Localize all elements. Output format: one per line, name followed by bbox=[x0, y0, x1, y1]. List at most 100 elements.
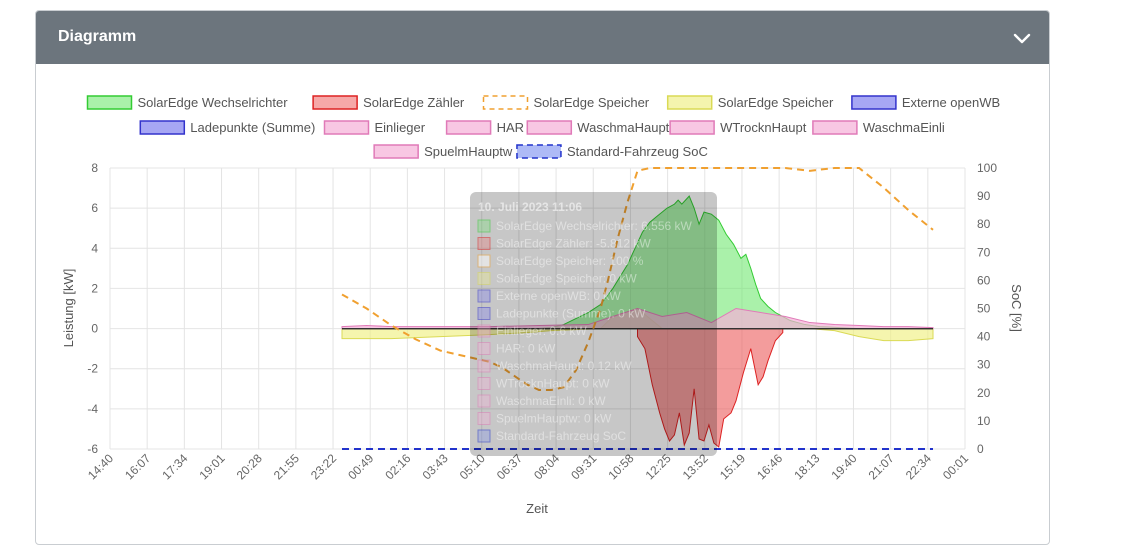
x-tick-label: 23:22 bbox=[308, 451, 339, 482]
legend-label: Externe openWB bbox=[902, 95, 1000, 110]
y2-tick-label: 70 bbox=[977, 245, 991, 259]
tooltip-swatch bbox=[477, 272, 491, 285]
tooltip-line: SolarEdge Speicher: 0 kW bbox=[496, 272, 637, 286]
legend-label: Standard-Fahrzeug SoC bbox=[567, 144, 708, 159]
tooltip-swatch bbox=[477, 307, 491, 320]
legend-swatch bbox=[312, 95, 358, 110]
tooltip-line: SolarEdge Speicher: 100 % bbox=[496, 254, 644, 268]
x-tick-label: 22:34 bbox=[903, 451, 934, 482]
legend-label: SolarEdge Zähler bbox=[363, 95, 465, 110]
tooltip-line: WaschmaEinli: 0 kW bbox=[496, 394, 606, 408]
y2-tick-label: 40 bbox=[977, 330, 991, 344]
tooltip-swatch bbox=[477, 342, 491, 355]
legend-label: WaschmaHaupt bbox=[577, 120, 669, 135]
card-header[interactable]: Diagramm bbox=[36, 11, 1049, 64]
tooltip-line: SolarEdge Zähler: -5.812 kW bbox=[496, 237, 651, 251]
series-einlieger bbox=[341, 307, 934, 330]
tooltip-line: Externe openWB: 0 kW bbox=[496, 289, 621, 303]
tooltip-swatch bbox=[477, 237, 491, 250]
x-tick-label: 19:40 bbox=[828, 451, 859, 482]
tooltip-line: Standard-Fahrzeug SoC bbox=[496, 429, 626, 443]
legend-swatch bbox=[323, 120, 370, 135]
tooltip-swatch bbox=[477, 429, 491, 443]
x-tick-label: 00:01 bbox=[940, 451, 971, 482]
tooltip-swatch bbox=[477, 219, 491, 233]
y2-tick-label: 10 bbox=[977, 414, 991, 428]
y2-tick-label: 50 bbox=[977, 302, 991, 316]
legend: SolarEdge Wechselrichter SolarEdge Zähler… bbox=[86, 95, 1000, 159]
legend-swatch bbox=[526, 120, 573, 135]
legend-label: SolarEdge Wechselrichter bbox=[138, 95, 289, 110]
series-layer bbox=[341, 167, 934, 450]
tooltip-line: Einlieger: 0.6 kW bbox=[496, 324, 587, 338]
x-tick-label: 20:28 bbox=[234, 451, 265, 482]
tooltip-swatch bbox=[477, 324, 491, 338]
legend-label: Einlieger bbox=[375, 120, 426, 135]
x-tick-label: 17:34 bbox=[159, 451, 190, 482]
legend-item: WaschmaEinli bbox=[812, 120, 945, 135]
y2-tick-label: 90 bbox=[977, 189, 991, 203]
y2-tick-label: 20 bbox=[977, 386, 991, 400]
legend-swatch bbox=[812, 120, 858, 135]
legend-label: SolarEdge Speicher bbox=[534, 95, 650, 110]
y-tick-label: 8 bbox=[91, 161, 98, 175]
legend-label: WaschmaEinli bbox=[863, 120, 945, 135]
tooltip-box bbox=[470, 192, 717, 456]
x-tick-label: 19:01 bbox=[197, 451, 228, 482]
x-tick-label: 03:43 bbox=[420, 451, 451, 482]
y-tick-label: -6 bbox=[87, 442, 98, 456]
tooltip-line: WTrocknHaupt: 0 kW bbox=[496, 377, 610, 391]
legend-swatch bbox=[482, 95, 529, 110]
legend-swatch bbox=[516, 144, 562, 159]
tooltip-swatch bbox=[477, 254, 491, 268]
legend-item: Standard-Fahrzeug SoC bbox=[516, 144, 708, 159]
y2-tick-label: 30 bbox=[977, 358, 991, 372]
tooltip-swatch bbox=[477, 377, 491, 390]
legend-item: Externe openWB bbox=[851, 95, 1000, 110]
tooltip-title: 10. Juli 2023 11:06 bbox=[478, 200, 582, 214]
y-tick-label: -2 bbox=[87, 362, 98, 376]
tooltip-line: HAR: 0 kW bbox=[496, 342, 556, 356]
legend-swatch bbox=[445, 120, 492, 135]
legend-swatch bbox=[666, 95, 713, 110]
legend-item: Ladepunkte (Summe) bbox=[139, 120, 315, 135]
card-title: Diagramm bbox=[58, 28, 137, 45]
tooltip-line: Ladepunkte (Summe): 0 kW bbox=[496, 307, 646, 321]
legend-swatch bbox=[669, 120, 715, 135]
x-tick-label: 02:16 bbox=[382, 451, 413, 482]
tooltip-swatch bbox=[477, 359, 491, 373]
tooltip-line: SpuelmHauptw: 0 kW bbox=[496, 412, 612, 426]
legend-item: SolarEdge Zähler bbox=[312, 95, 465, 110]
legend-item: HAR bbox=[445, 120, 524, 135]
tooltip-swatch bbox=[477, 412, 491, 425]
series-storage-soc bbox=[341, 167, 934, 391]
y-tick-label: 2 bbox=[91, 281, 98, 295]
x-tick-label: 16:46 bbox=[754, 451, 785, 482]
y-axis-title: Leistung [kW] bbox=[61, 269, 76, 348]
legend-swatch bbox=[373, 144, 419, 159]
legend-swatch bbox=[139, 120, 186, 135]
x-axis-title: Zeit bbox=[526, 501, 548, 516]
legend-label: HAR bbox=[497, 120, 524, 135]
legend-swatch bbox=[851, 95, 897, 110]
x-tick-label: 16:07 bbox=[122, 451, 153, 482]
x-tick-label: 18:13 bbox=[791, 451, 822, 482]
y2-axis-title: SoC [%] bbox=[1009, 284, 1024, 332]
legend-item: WTrocknHaupt bbox=[669, 120, 807, 135]
y-tick-label: 0 bbox=[91, 322, 98, 336]
legend-item: SolarEdge Speicher bbox=[666, 95, 834, 110]
x-tick-label: 00:49 bbox=[345, 451, 376, 482]
tooltip-line: WaschmaHaupt: 0.12 kW bbox=[496, 359, 632, 373]
y-tick-label: 4 bbox=[91, 241, 98, 255]
legend-item: WaschmaHaupt bbox=[526, 120, 670, 135]
x-tick-label: 21:07 bbox=[866, 451, 897, 482]
chevron-down-icon[interactable] bbox=[1009, 25, 1035, 51]
legend-item: Einlieger bbox=[323, 120, 426, 135]
legend-label: Ladepunkte (Summe) bbox=[190, 120, 315, 135]
legend-label: WTrocknHaupt bbox=[720, 120, 807, 135]
y2-tick-label: 60 bbox=[977, 273, 991, 287]
legend-item: SolarEdge Speicher bbox=[482, 95, 650, 110]
y-tick-label: 6 bbox=[91, 201, 98, 215]
series-grid-meter bbox=[637, 328, 784, 448]
